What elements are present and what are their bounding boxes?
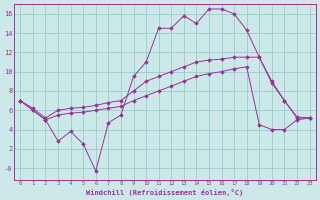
X-axis label: Windchill (Refroidissement éolien,°C): Windchill (Refroidissement éolien,°C) — [86, 189, 244, 196]
